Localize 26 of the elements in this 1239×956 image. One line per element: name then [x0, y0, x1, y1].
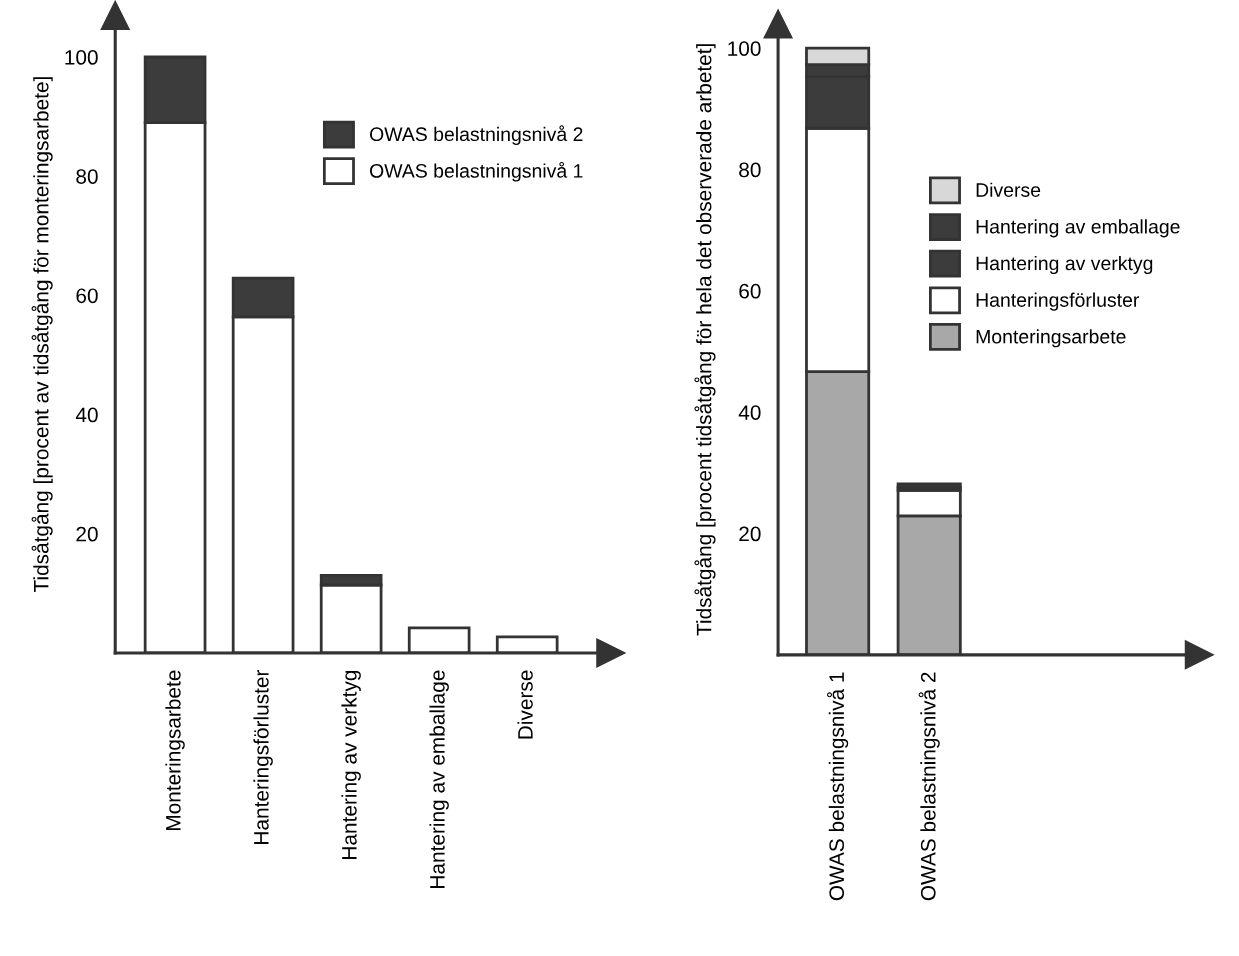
x-tick-label: Diverse: [517, 670, 533, 739]
y-tick-label: 80: [739, 162, 761, 178]
x-tick-label: OWAS belastningsnivå 1: [827, 672, 849, 901]
x-tick-label: Hantering av verktyg: [341, 670, 361, 859]
y-tick-label: 80: [76, 169, 98, 184]
legend-label: OWAS belastningsnivå 1: [370, 161, 583, 182]
legend-label: Monteringsarbete: [976, 329, 1126, 348]
y-tick-label: 60: [76, 288, 98, 304]
y-tick-label: 40: [738, 405, 761, 420]
legend-label: Hantering av verktyg: [976, 255, 1153, 275]
y-tick-label: 100: [728, 41, 761, 56]
x-tick-label: Hantering av emballage: [429, 670, 449, 888]
y-tick-label: 20: [76, 526, 98, 542]
x-tick-label: Monteringsarbete: [165, 670, 185, 831]
y-tick-label: 100: [65, 50, 98, 65]
x-tick-label: OWAS belastningsnivå 2: [918, 672, 940, 901]
y-tick-label: 20: [739, 526, 761, 542]
legend-label: Hanteringsförluster: [976, 292, 1140, 311]
y-axis-title: Tidsåtgång [procent tidsåtgång för hela det observerade arbetet]: [694, 44, 716, 636]
y-axis-title: Tidsåtgång [procent av tidsåtgång för monteringsarbete]: [31, 77, 53, 593]
legend-label: OWAS belastningsnivå 2: [370, 125, 583, 145]
legend-label: Diverse: [976, 182, 1041, 197]
legend-label: Hantering av emballage: [976, 219, 1180, 238]
y-tick-label: 60: [739, 283, 761, 299]
x-tick-label: Hanteringsförluster: [253, 669, 273, 844]
y-tick-label: 40: [75, 407, 98, 423]
